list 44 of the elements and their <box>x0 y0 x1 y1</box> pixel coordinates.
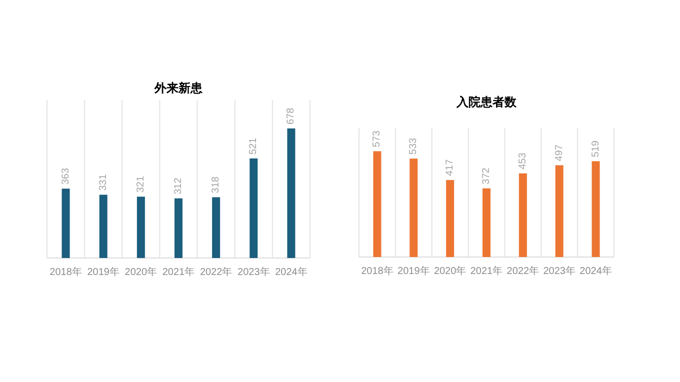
x-tick-label: 2023年 <box>238 266 270 278</box>
bar <box>250 158 258 258</box>
x-tick-label: 2023年 <box>543 265 576 277</box>
bar <box>446 180 454 257</box>
bar <box>99 194 108 258</box>
data-label: 372 <box>481 167 492 184</box>
bar <box>62 188 70 258</box>
x-tick-label: 2021年 <box>162 266 195 278</box>
chart-title: 外来新患 <box>154 81 204 95</box>
data-label: 312 <box>173 177 184 194</box>
x-tick-label: 2019年 <box>87 266 120 278</box>
data-label: 417 <box>444 158 456 176</box>
data-label: 519 <box>590 140 602 158</box>
bar <box>518 173 527 257</box>
x-tick-label: 2019年 <box>398 265 430 277</box>
x-tick-label: 2022年 <box>506 265 540 277</box>
bar <box>287 128 296 258</box>
data-label: 497 <box>554 144 565 162</box>
data-label: 521 <box>248 137 260 154</box>
data-label: 321 <box>135 176 146 193</box>
x-tick-label: 2024年 <box>580 265 612 277</box>
x-tick-label: 2018年 <box>361 265 394 277</box>
x-tick-label: 2018年 <box>50 266 82 278</box>
chart-title: 入院患者数 <box>456 95 518 109</box>
x-tick-label: 2022年 <box>200 266 232 278</box>
bar <box>592 161 600 257</box>
bar <box>212 197 220 258</box>
x-tick-label: 2021年 <box>470 265 503 277</box>
bar <box>555 165 564 257</box>
data-label: 678 <box>286 107 297 124</box>
data-label: 573 <box>372 130 383 148</box>
data-label: 331 <box>98 174 109 191</box>
data-label: 453 <box>517 152 528 170</box>
x-tick-label: 2020年 <box>124 266 158 278</box>
bar <box>410 158 418 257</box>
data-label: 363 <box>60 168 72 185</box>
bar <box>482 188 490 257</box>
data-label: 318 <box>210 176 222 194</box>
bar <box>373 151 382 257</box>
x-tick-label: 2020年 <box>434 265 466 277</box>
bar <box>136 196 145 258</box>
x-tick-label: 2024年 <box>275 266 308 278</box>
bar <box>174 198 182 258</box>
data-label: 533 <box>408 137 420 155</box>
